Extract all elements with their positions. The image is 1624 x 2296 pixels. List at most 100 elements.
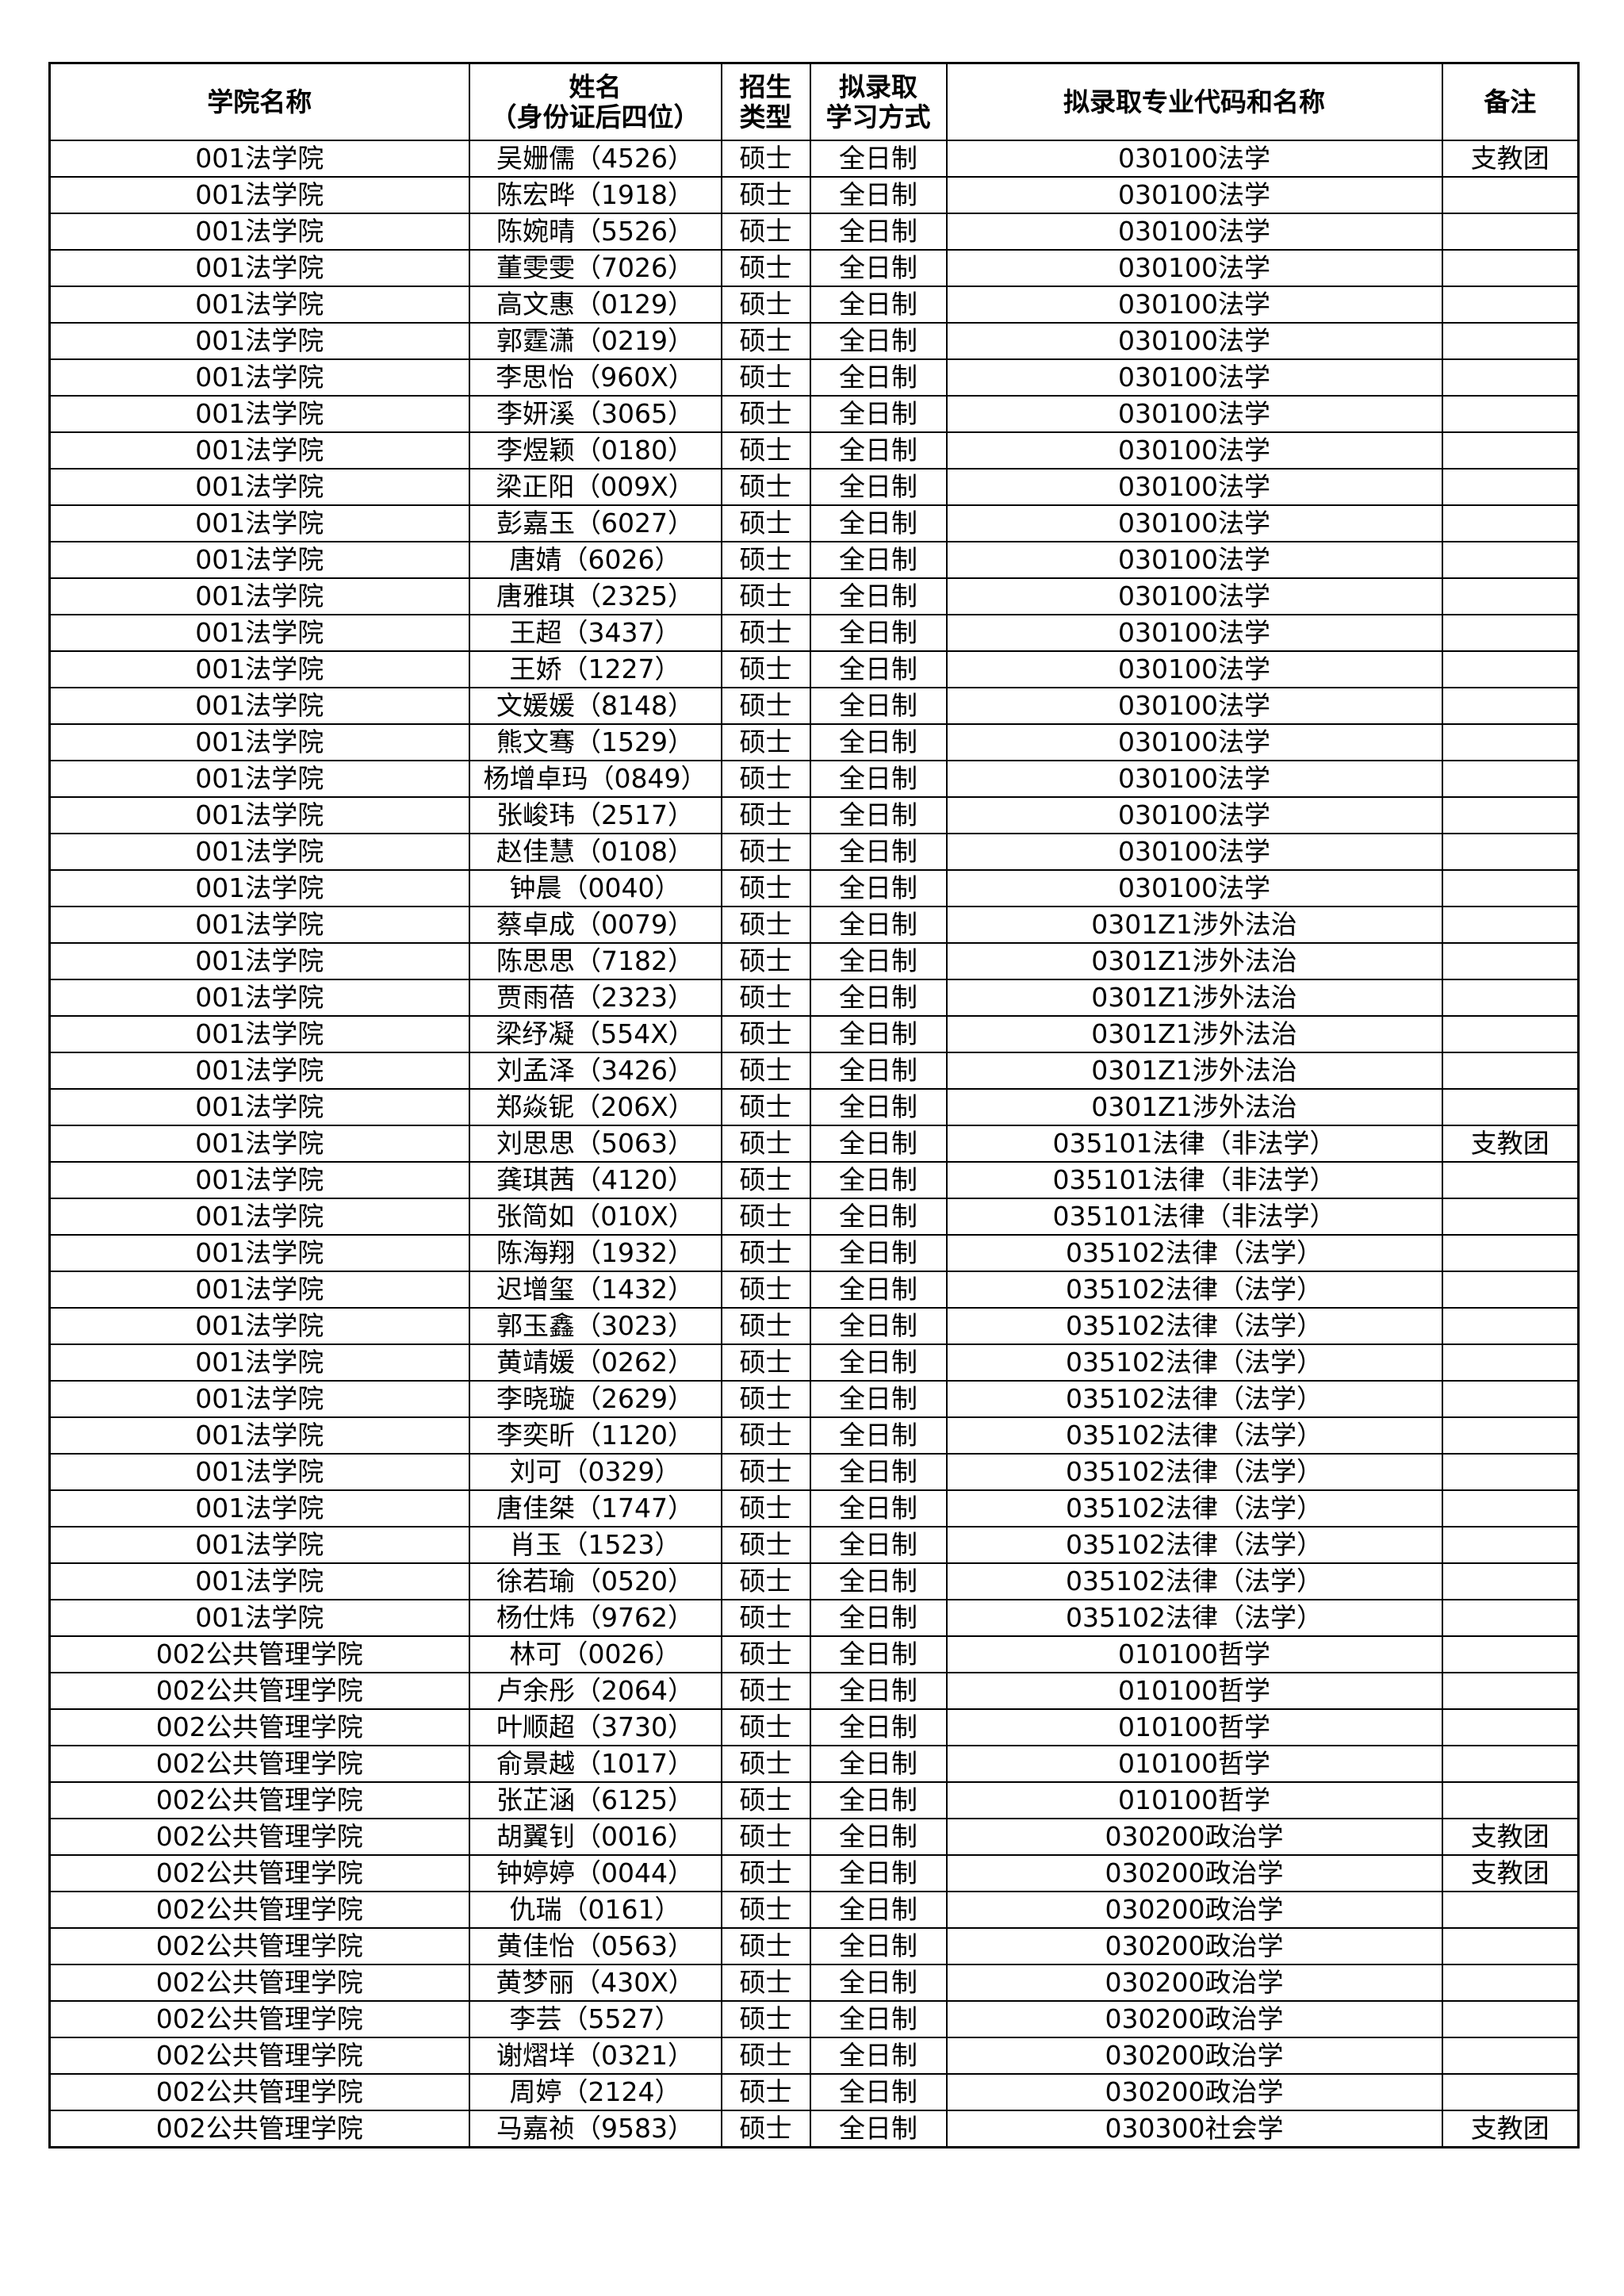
cell-remark (1441, 906, 1580, 944)
cell-name: 杨仕炜（9762） (468, 1599, 722, 1637)
cell-remark (1441, 723, 1580, 761)
table-row: 001法学院 王娇（1227） 硕士 全日制 030100法学 (48, 650, 1580, 688)
cell-name: 钟晨（0040） (468, 869, 722, 907)
cell-college: 001法学院 (48, 213, 470, 251)
cell-major: 030100法学 (945, 431, 1443, 470)
cell-major: 035102法律（法学） (945, 1234, 1443, 1272)
cell-major: 030100法学 (945, 760, 1443, 798)
cell-name: 迟增玺（1432） (468, 1271, 722, 1309)
cell-remark (1441, 1453, 1580, 1491)
cell-type: 硕士 (720, 723, 811, 761)
cell-study-mode: 全日制 (809, 1234, 948, 1272)
cell-college: 002公共管理学院 (48, 2110, 470, 2148)
cell-study-mode: 全日制 (809, 1307, 948, 1345)
cell-college: 002公共管理学院 (48, 1781, 470, 1819)
table-row: 002公共管理学院 钟婷婷（0044） 硕士 全日制 030200政治学 支教团 (48, 1854, 1580, 1892)
cell-college: 001法学院 (48, 1052, 470, 1090)
table-row: 001法学院 郭玉鑫（3023） 硕士 全日制 035102法律（法学） (48, 1307, 1580, 1345)
table-row: 001法学院 李煜颖（0180） 硕士 全日制 030100法学 (48, 431, 1580, 470)
cell-study-mode: 全日制 (809, 1672, 948, 1710)
header-remark: 备注 (1441, 62, 1580, 141)
cell-name: 郭玉鑫（3023） (468, 1307, 722, 1345)
cell-type: 硕士 (720, 1927, 811, 1965)
table-row: 001法学院 陈思思（7182） 硕士 全日制 0301Z1涉外法治 (48, 942, 1580, 980)
cell-college: 001法学院 (48, 906, 470, 944)
cell-type: 硕士 (720, 431, 811, 470)
cell-major: 010100哲学 (945, 1745, 1443, 1783)
cell-major: 035102法律（法学） (945, 1599, 1443, 1637)
cell-name: 彭嘉玉（6027） (468, 504, 722, 542)
cell-college: 001法学院 (48, 1380, 470, 1418)
table-row: 001法学院 梁正阳（009X） 硕士 全日制 030100法学 (48, 468, 1580, 506)
cell-name: 陈宏晔（1918） (468, 176, 722, 214)
cell-name: 李晓璇（2629） (468, 1380, 722, 1418)
cell-type: 硕士 (720, 1271, 811, 1309)
cell-study-mode: 全日制 (809, 906, 948, 944)
cell-major: 030100法学 (945, 614, 1443, 652)
cell-study-mode: 全日制 (809, 1453, 948, 1491)
cell-name: 贾雨蓓（2323） (468, 979, 722, 1017)
cell-college: 001法学院 (48, 1234, 470, 1272)
cell-remark (1441, 1380, 1580, 1418)
table-body: 001法学院 吴姗儒（4526） 硕士 全日制 030100法学 支教团 001法学院 陈宏晔… (48, 140, 1580, 2148)
table-row: 001法学院 杨增卓玛（0849） 硕士 全日制 030100法学 (48, 760, 1580, 798)
cell-major: 030100法学 (945, 833, 1443, 871)
cell-major: 0301Z1涉外法治 (945, 979, 1443, 1017)
cell-college: 002公共管理学院 (48, 1927, 470, 1965)
cell-study-mode: 全日制 (809, 942, 948, 980)
cell-study-mode: 全日制 (809, 1380, 948, 1418)
cell-name: 杨增卓玛（0849） (468, 760, 722, 798)
cell-major: 030200政治学 (945, 1927, 1443, 1965)
header-type: 招生 类型 (720, 62, 811, 141)
cell-college: 001法学院 (48, 1526, 470, 1564)
cell-college: 001法学院 (48, 140, 470, 178)
cell-major: 035102法律（法学） (945, 1416, 1443, 1455)
cell-college: 001法学院 (48, 796, 470, 834)
cell-study-mode: 全日制 (809, 1562, 948, 1600)
cell-remark (1441, 395, 1580, 433)
cell-major: 035102法律（法学） (945, 1307, 1443, 1345)
cell-college: 001法学院 (48, 176, 470, 214)
cell-study-mode: 全日制 (809, 1599, 948, 1637)
cell-type: 硕士 (720, 2000, 811, 2038)
cell-college: 002公共管理学院 (48, 1672, 470, 1710)
cell-name: 李妍溪（3065） (468, 395, 722, 433)
cell-remark (1441, 504, 1580, 542)
cell-college: 001法学院 (48, 1453, 470, 1491)
cell-name: 黄梦丽（430X） (468, 1964, 722, 2002)
header-name: 姓名 （身份证后四位） (468, 62, 722, 141)
cell-remark (1441, 1198, 1580, 1236)
cell-name: 张峻玮（2517） (468, 796, 722, 834)
cell-remark (1441, 213, 1580, 251)
cell-college: 002公共管理学院 (48, 1635, 470, 1673)
cell-name: 唐雅琪（2325） (468, 577, 722, 615)
cell-study-mode: 全日制 (809, 2110, 948, 2148)
cell-remark (1441, 2037, 1580, 2075)
cell-study-mode: 全日制 (809, 2037, 948, 2075)
cell-name: 熊文骞（1529） (468, 723, 722, 761)
cell-college: 001法学院 (48, 395, 470, 433)
cell-type: 硕士 (720, 176, 811, 214)
cell-study-mode: 全日制 (809, 504, 948, 542)
cell-type: 硕士 (720, 614, 811, 652)
cell-name: 蔡卓成（0079） (468, 906, 722, 944)
cell-major: 0301Z1涉外法治 (945, 942, 1443, 980)
cell-remark (1441, 358, 1580, 397)
cell-type: 硕士 (720, 286, 811, 324)
cell-study-mode: 全日制 (809, 1964, 948, 2002)
cell-type: 硕士 (720, 1380, 811, 1418)
cell-major: 010100哲学 (945, 1781, 1443, 1819)
table-row: 002公共管理学院 胡翼钊（0016） 硕士 全日制 030200政治学 支教团 (48, 1818, 1580, 1856)
cell-type: 硕士 (720, 2110, 811, 2148)
cell-study-mode: 全日制 (809, 1708, 948, 1746)
cell-name: 吴姗儒（4526） (468, 140, 722, 178)
cell-study-mode: 全日制 (809, 1015, 948, 1053)
cell-study-mode: 全日制 (809, 1271, 948, 1309)
cell-college: 001法学院 (48, 1489, 470, 1527)
cell-remark (1441, 1416, 1580, 1455)
cell-name: 林可（0026） (468, 1635, 722, 1673)
cell-major: 010100哲学 (945, 1635, 1443, 1673)
cell-remark (1441, 1526, 1580, 1564)
cell-type: 硕士 (720, 249, 811, 287)
cell-major: 030100法学 (945, 577, 1443, 615)
